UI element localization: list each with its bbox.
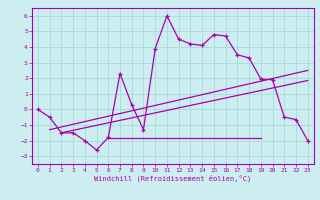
X-axis label: Windchill (Refroidissement éolien,°C): Windchill (Refroidissement éolien,°C) [94, 175, 252, 182]
